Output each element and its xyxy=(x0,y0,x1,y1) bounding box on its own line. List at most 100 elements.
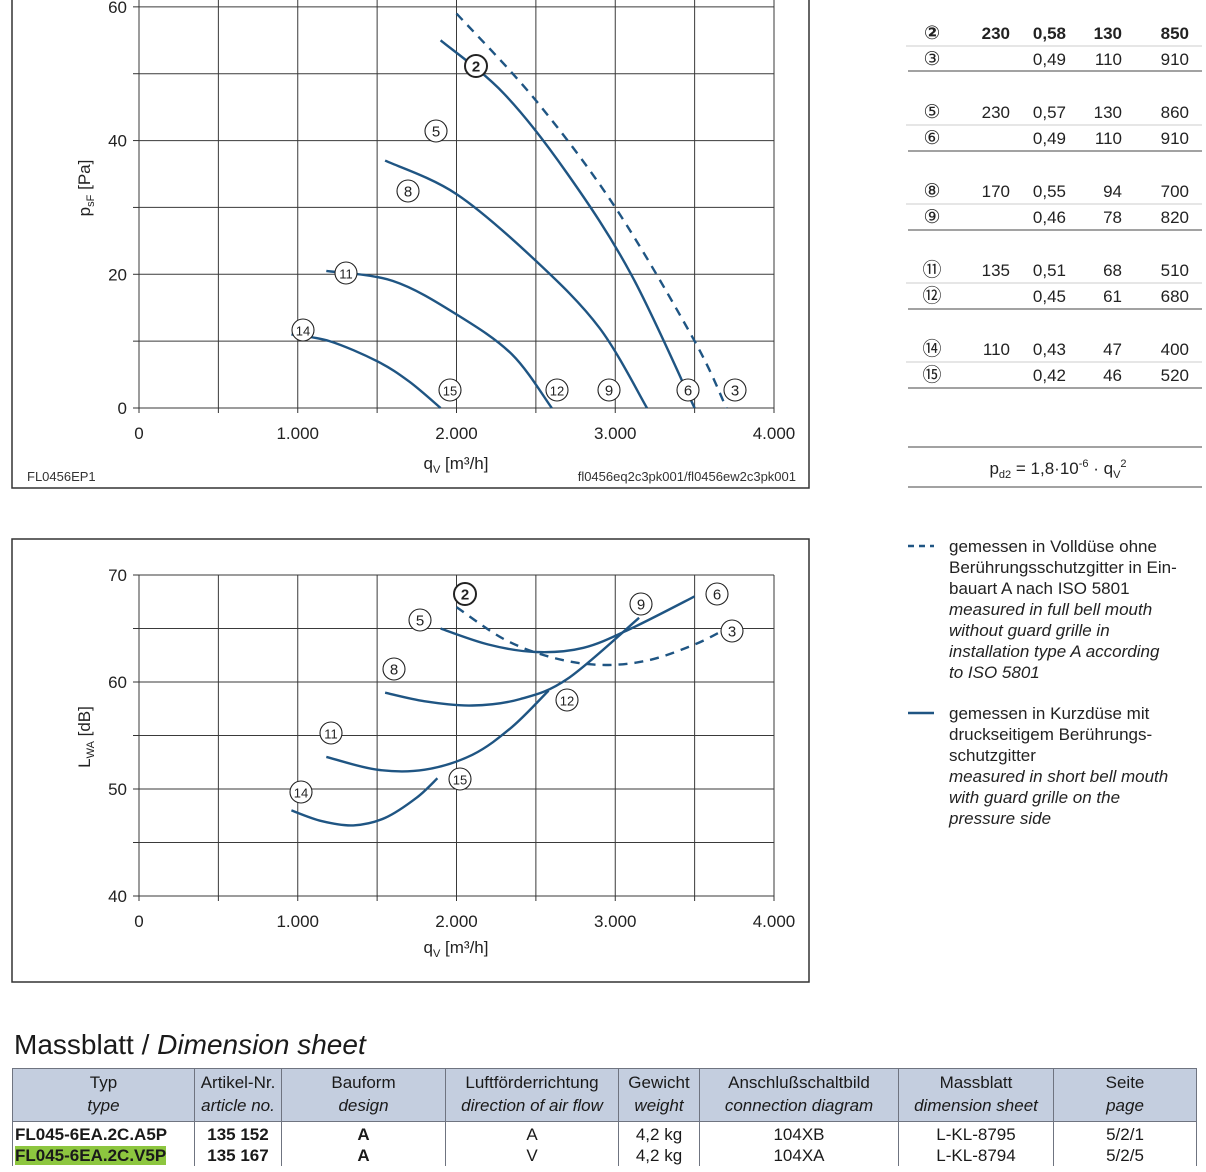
pressure-curves xyxy=(291,12,728,409)
header-sheet: Massblatt dimension sheet xyxy=(898,1068,1054,1122)
series-line-11-12 xyxy=(326,689,550,773)
row-curve: ⑤ xyxy=(923,102,940,123)
svg-text:15: 15 xyxy=(443,384,457,399)
row-speed: 910 xyxy=(1161,50,1189,69)
y-tick-label: 60 xyxy=(108,673,127,692)
sound-y-label: LWA [dB] xyxy=(75,706,97,768)
row-current: 0,57 xyxy=(1033,103,1066,122)
x-tick-label: 2.000 xyxy=(435,912,478,931)
curve-marker-12: 12 xyxy=(555,688,579,712)
performance-row: ⑪ 135 0,51 68 510 xyxy=(922,259,1189,281)
curve-marker-14: 14 xyxy=(291,318,315,342)
pressure-chart: 0 1.000 2.000 3.000 4.000 0 20 40 60 2 5 8 11 14 15 12… xyxy=(11,0,810,489)
legend-dashed-line: installation type A according xyxy=(949,642,1160,661)
x-tick-label: 3.000 xyxy=(594,424,637,443)
row-power: 130 xyxy=(1094,103,1122,122)
row-power: 68 xyxy=(1103,261,1122,280)
pressure-x-label: qV [m³/h] xyxy=(424,454,489,476)
header-connection: Anschlußschaltbild connection diagram xyxy=(699,1068,899,1122)
curve-marker-6: 6 xyxy=(676,378,700,402)
svg-text:6: 6 xyxy=(684,383,692,400)
legend-dashed-line: Berührungsschutzgitter in Ein- xyxy=(949,558,1177,577)
sound-curves xyxy=(290,595,727,827)
curve-marker-2: 2 xyxy=(464,54,488,78)
table-row: FL045-6EA.2C.V5P 135 167 A V 4,2 kg 104X… xyxy=(12,1145,1197,1166)
curve-marker-12: 12 xyxy=(545,378,569,402)
row-power: 110 xyxy=(1095,129,1122,148)
curve-marker-2: 2 xyxy=(453,582,477,606)
design-cell: A xyxy=(281,1121,446,1145)
legend-solid-line: pressure side xyxy=(948,809,1051,828)
performance-rows: ② 230 0,58 130 850 ③ 0,49 110 910 ⑤ 230 0,57 130 860 ⑥… xyxy=(906,23,1202,488)
series-line-14-15 xyxy=(290,777,439,827)
row-current: 0,43 xyxy=(1033,340,1066,359)
header-airflow: Luftförderrichtung direction of air flow xyxy=(445,1068,619,1122)
curve-marker-5: 5 xyxy=(408,608,432,632)
series-line-8-9 xyxy=(384,616,640,707)
row-speed: 510 xyxy=(1161,261,1189,280)
dimension-title-en: Dimension sheet xyxy=(157,1029,366,1060)
row-curve: ⑨ xyxy=(923,207,940,228)
figure-code: FL0456EP1 xyxy=(27,469,96,484)
header-type: Typ type xyxy=(12,1068,195,1122)
article-cell: 135 152 xyxy=(194,1121,282,1145)
svg-text:11: 11 xyxy=(324,727,338,742)
row-current: 0,49 xyxy=(1033,50,1066,69)
series-line-5-6 xyxy=(440,595,696,654)
type-cell[interactable]: FL045-6EA.2C.A5P xyxy=(12,1121,195,1145)
svg-text:2: 2 xyxy=(472,59,480,76)
row-speed: 400 xyxy=(1161,340,1189,359)
svg-text:14: 14 xyxy=(296,324,310,339)
dimension-title: Massblatt / Dimension sheet xyxy=(14,1029,366,1061)
row-current: 0,46 xyxy=(1033,208,1066,227)
y-tick-label: 40 xyxy=(108,132,127,151)
svg-text:8: 8 xyxy=(404,184,412,201)
svg-text:9: 9 xyxy=(637,597,645,614)
legend-solid-line: schutzgitter xyxy=(949,746,1036,765)
table-row: FL045-6EA.2C.A5P 135 152 A A 4,2 kg 104X… xyxy=(12,1121,1197,1145)
y-tick-label: 0 xyxy=(118,399,127,418)
legend-dashed-line: gemessen in Volldüse ohne xyxy=(949,537,1157,556)
row-voltage: 170 xyxy=(982,182,1010,201)
row-power: 110 xyxy=(1095,50,1122,69)
pressure-grid xyxy=(133,0,775,413)
performance-row: ⑨ 0,46 78 820 xyxy=(923,207,1189,228)
sound-tick-labels: 0 1.000 2.000 3.000 4.000 40 50 60 70 xyxy=(108,566,795,931)
legend-solid-line: gemessen in Kurzdüse mit xyxy=(949,704,1150,723)
row-voltage: 110 xyxy=(983,340,1010,359)
design-cell: A xyxy=(281,1145,446,1166)
connection-cell: 104XA xyxy=(699,1145,899,1166)
y-tick-label: 40 xyxy=(108,887,127,906)
legend-solid-line: with guard grille on the xyxy=(949,788,1120,807)
curve-marker-5: 5 xyxy=(424,119,448,143)
row-voltage: 135 xyxy=(982,261,1010,280)
header-page: Seite page xyxy=(1053,1068,1197,1122)
series-line-11 xyxy=(326,269,553,409)
svg-text:15: 15 xyxy=(453,773,467,788)
pressure-curve-markers: 2 5 8 11 14 15 12 9 6 3 xyxy=(291,54,747,402)
legend-dashed-line: bauart A nach ISO 5801 xyxy=(949,579,1130,598)
y-tick-label: 60 xyxy=(108,0,127,17)
row-power: 130 xyxy=(1094,24,1122,43)
file-reference: fl0456eq2c3pk001/fl0456ew2c3pk001 xyxy=(578,469,796,484)
x-tick-label: 0 xyxy=(134,912,143,931)
legend-text: gemessen in Volldüse ohne Berührungsschut… xyxy=(948,537,1177,828)
row-current: 0,55 xyxy=(1033,182,1066,201)
row-speed: 850 xyxy=(1161,24,1189,43)
row-current: 0,51 xyxy=(1033,261,1066,280)
performance-row: ⑫ 0,45 61 680 xyxy=(922,285,1189,307)
x-tick-label: 4.000 xyxy=(753,424,796,443)
type-cell[interactable]: FL045-6EA.2C.V5P xyxy=(12,1145,195,1166)
dimension-table-wrap: Typ type Artikel-Nr. article no. Bauform de… xyxy=(12,1068,1197,1166)
series-line-2 xyxy=(455,12,728,409)
row-current: 0,42 xyxy=(1033,366,1066,385)
curve-marker-15: 15 xyxy=(448,767,472,791)
dimension-table: Typ type Artikel-Nr. article no. Bauform de… xyxy=(12,1068,1197,1166)
row-power: 47 xyxy=(1103,340,1122,359)
header-article: Artikel-Nr. article no. xyxy=(194,1068,282,1122)
highlighted-type: FL045-6EA.2C.V5P xyxy=(15,1146,167,1165)
svg-text:9: 9 xyxy=(605,383,613,400)
row-power: 46 xyxy=(1103,366,1122,385)
curve-marker-3: 3 xyxy=(723,378,747,402)
curve-marker-14: 14 xyxy=(289,780,313,804)
